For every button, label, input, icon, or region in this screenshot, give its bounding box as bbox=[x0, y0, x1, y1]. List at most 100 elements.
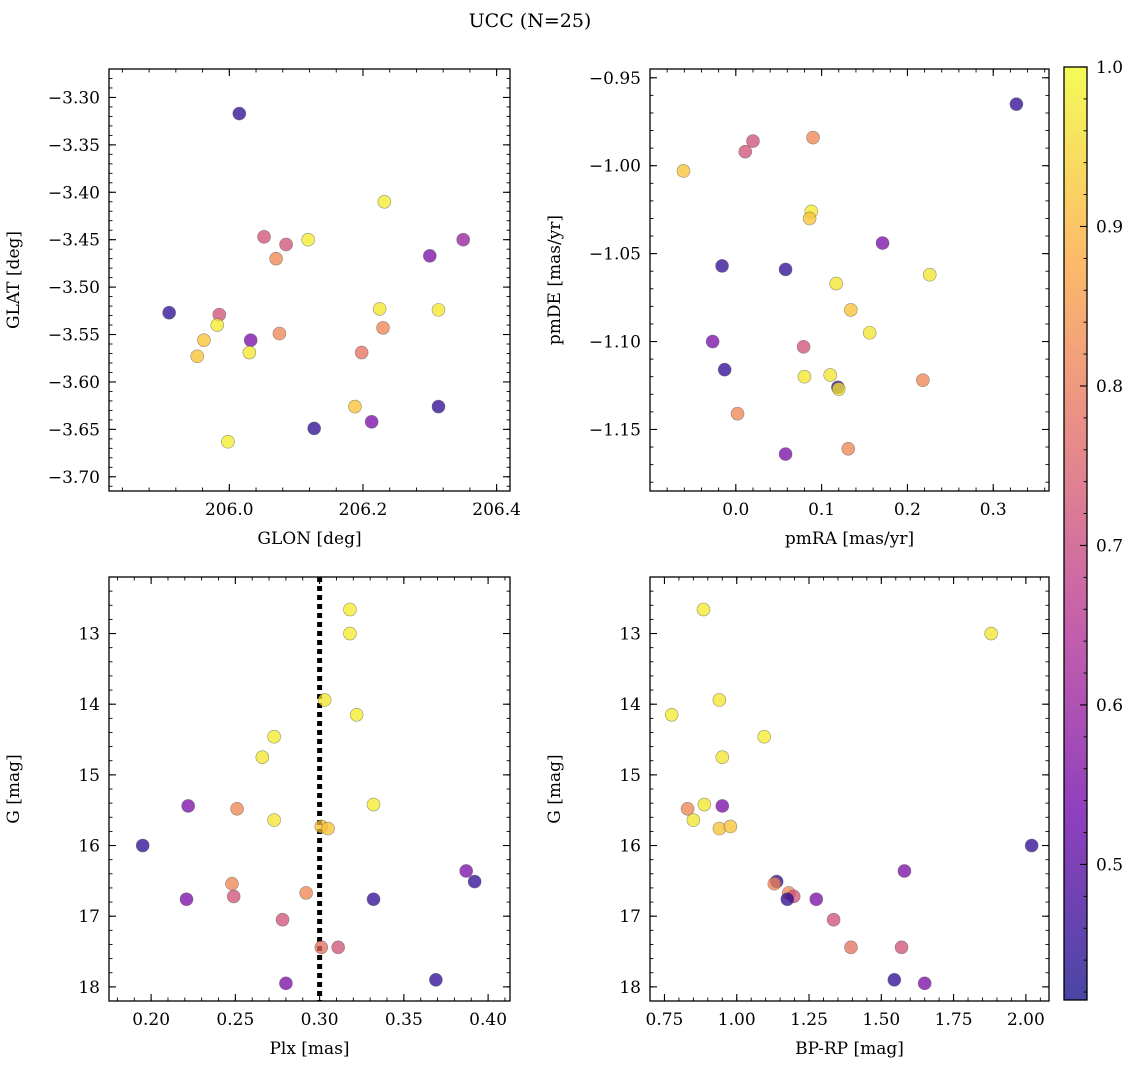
y-tick-label: −3.65 bbox=[48, 420, 100, 440]
colorbar-tick-label: 0.6 bbox=[1096, 696, 1123, 716]
data-point bbox=[267, 729, 281, 744]
data-point bbox=[717, 362, 732, 377]
data-point bbox=[456, 232, 471, 247]
y-axis-label: G [mag] bbox=[545, 754, 565, 823]
x-tick-label: 1.50 bbox=[862, 1010, 900, 1030]
data-point bbox=[376, 321, 390, 335]
x-tick-label: 1.75 bbox=[935, 1010, 973, 1030]
x-tick-label: 1.00 bbox=[718, 1010, 756, 1030]
data-point bbox=[232, 106, 247, 121]
data-point bbox=[190, 349, 205, 364]
data-point bbox=[343, 602, 357, 617]
data-point bbox=[746, 134, 760, 148]
data-point bbox=[829, 276, 844, 291]
x-tick-label: 0.40 bbox=[469, 1010, 507, 1030]
data-point bbox=[831, 382, 846, 396]
colorbar-tick-label: 0.7 bbox=[1096, 536, 1123, 556]
data-point bbox=[255, 750, 270, 765]
data-point bbox=[317, 693, 332, 707]
data-point bbox=[343, 626, 357, 641]
x-tick-label: 0.30 bbox=[301, 1010, 339, 1030]
colorbar-frame bbox=[1063, 66, 1088, 1001]
axes-frame bbox=[108, 576, 511, 1002]
data-point bbox=[715, 799, 730, 813]
data-point bbox=[887, 972, 902, 987]
colorbar: 0.5 0.6 0.7 0.8 0.9 1.0 bbox=[1063, 58, 1123, 1001]
x-tick-label: 1.25 bbox=[790, 1010, 828, 1030]
colorbar-tick-label: 1.0 bbox=[1096, 58, 1123, 78]
data-point bbox=[780, 892, 795, 907]
data-point bbox=[307, 421, 321, 436]
data-point bbox=[226, 889, 241, 904]
data-point bbox=[862, 325, 877, 340]
data-point bbox=[230, 801, 244, 816]
data-point bbox=[686, 813, 701, 827]
y-tick-label: −3.40 bbox=[48, 183, 100, 203]
data-point bbox=[364, 414, 379, 429]
x-axis-label: BP-RP [mag] bbox=[795, 1039, 904, 1059]
data-point bbox=[875, 236, 890, 250]
figure-title: UCC (N=25) bbox=[469, 10, 592, 32]
data-point bbox=[372, 302, 387, 316]
data-point bbox=[429, 972, 443, 987]
y-tick-label: −3.35 bbox=[48, 136, 100, 156]
y-tick-label: 15 bbox=[619, 766, 641, 786]
data-point bbox=[279, 237, 293, 252]
y-tick-label: 13 bbox=[619, 625, 641, 645]
data-point bbox=[272, 326, 287, 341]
data-point bbox=[197, 333, 211, 348]
data-point bbox=[823, 368, 837, 382]
data-point bbox=[916, 373, 930, 388]
data-point bbox=[1009, 97, 1024, 111]
x-tick-label: 0.3 bbox=[980, 500, 1007, 520]
data-point bbox=[366, 892, 381, 907]
data-point bbox=[806, 130, 820, 145]
data-point bbox=[243, 333, 258, 348]
data-point bbox=[844, 940, 858, 955]
data-point bbox=[348, 399, 362, 414]
data-point bbox=[257, 230, 271, 244]
data-point bbox=[697, 797, 712, 812]
y-tick-label: 13 bbox=[78, 625, 100, 645]
x-tick-label: 206.4 bbox=[472, 500, 521, 520]
data-point bbox=[738, 144, 753, 159]
y-tick-label: −3.45 bbox=[48, 231, 100, 251]
y-axis-label: pmDE [mas/yr] bbox=[545, 215, 565, 345]
data-point bbox=[696, 602, 711, 617]
data-point bbox=[809, 892, 824, 907]
data-point bbox=[730, 406, 745, 421]
x-axis-label: pmRA [mas/yr] bbox=[785, 529, 914, 549]
data-point bbox=[715, 750, 730, 765]
x-tick-label: 0.75 bbox=[646, 1010, 684, 1030]
colorbar-tick-label: 0.8 bbox=[1096, 377, 1123, 397]
data-point bbox=[221, 434, 235, 449]
data-point bbox=[267, 813, 281, 827]
data-point bbox=[467, 874, 482, 889]
data-point bbox=[459, 864, 473, 878]
data-point bbox=[162, 305, 176, 320]
y-tick-label: −0.95 bbox=[589, 69, 641, 89]
x-tick-label: 0.35 bbox=[385, 1010, 423, 1030]
data-point bbox=[135, 838, 150, 853]
data-point bbox=[366, 797, 381, 812]
colorbar-gradient bbox=[1064, 67, 1087, 1000]
y-tick-label: 18 bbox=[619, 978, 641, 998]
y-tick-label: −3.30 bbox=[48, 88, 100, 108]
y-tick-label: −3.50 bbox=[48, 278, 100, 298]
data-point bbox=[331, 940, 345, 955]
data-point bbox=[664, 707, 679, 722]
y-axis-label: G [mag] bbox=[4, 754, 24, 823]
data-point bbox=[179, 892, 194, 907]
y-tick-label: 17 bbox=[78, 907, 100, 927]
y-tick-label: −3.60 bbox=[48, 373, 100, 393]
data-point bbox=[354, 345, 369, 360]
data-point bbox=[299, 886, 313, 900]
data-point bbox=[705, 334, 720, 349]
x-tick-label: 2.00 bbox=[1007, 1010, 1045, 1030]
data-point bbox=[897, 864, 912, 878]
colorbar-tick-label: 0.9 bbox=[1096, 217, 1123, 237]
x-tick-label: 0.2 bbox=[894, 500, 921, 520]
y-tick-label: −1.15 bbox=[589, 420, 641, 440]
data-point bbox=[225, 876, 239, 891]
data-point bbox=[894, 940, 909, 955]
